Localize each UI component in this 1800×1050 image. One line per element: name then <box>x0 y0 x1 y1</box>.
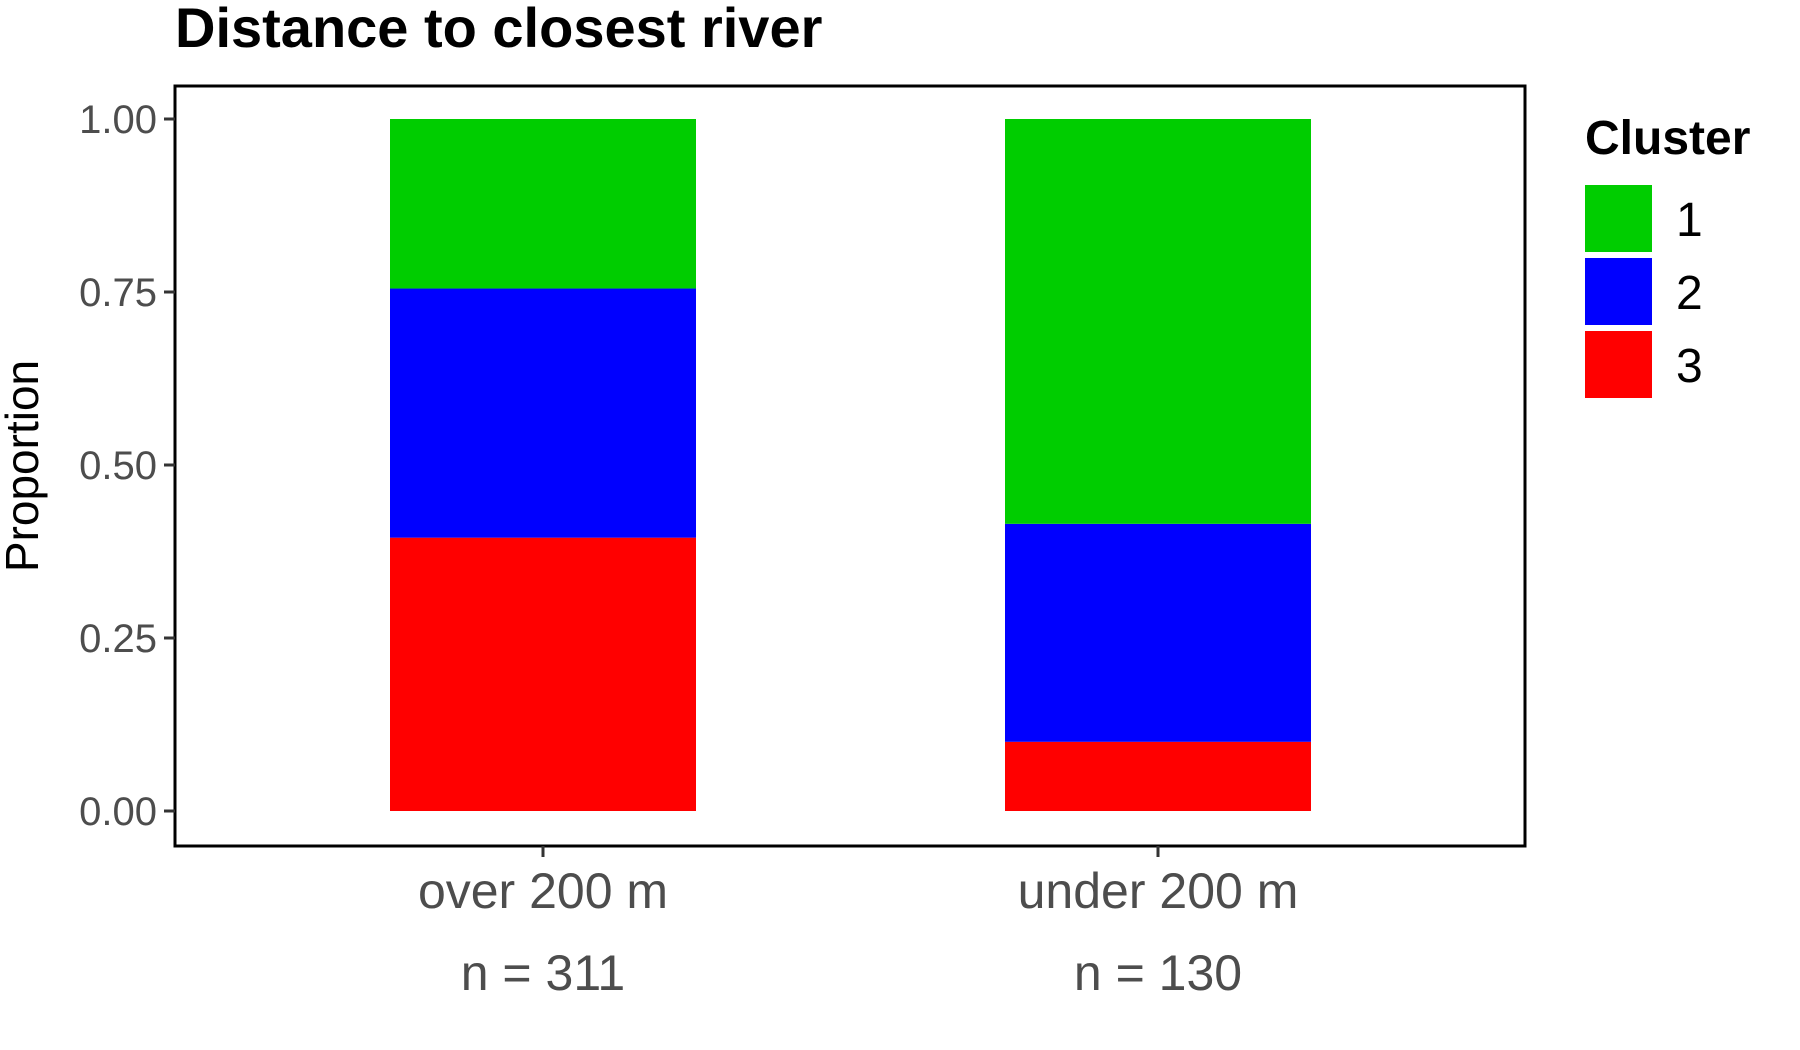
x-tick-label: under 200 m <box>1018 863 1299 919</box>
y-tick-label: 1.00 <box>79 98 157 142</box>
y-tick-label: 0.25 <box>79 617 157 661</box>
legend-label: 1 <box>1676 194 1703 247</box>
y-axis-title: Proportion <box>0 360 48 572</box>
plot-panel <box>173 84 1527 848</box>
legend-label: 3 <box>1676 340 1703 393</box>
bar-segment-cluster-3-1 <box>390 537 696 811</box>
x-count-label: n = 130 <box>1074 945 1242 1001</box>
legend: 1 2 3 <box>1585 185 1703 398</box>
bar-segment-cluster-3-2 <box>1005 741 1311 811</box>
y-tick-label: 0.50 <box>79 444 157 488</box>
legend-key-3 <box>1585 331 1652 398</box>
legend-key-1 <box>1585 185 1652 252</box>
bar-segment-cluster-2-1 <box>390 288 696 538</box>
x-axis: over 200 m n = 311 under 200 m n = 130 <box>418 846 1298 1001</box>
chart-title: Distance to closest river <box>175 0 822 59</box>
x-tick-label: over 200 m <box>418 863 668 919</box>
y-tick-label: 0.75 <box>79 271 157 315</box>
legend-label: 2 <box>1676 267 1703 320</box>
bars-group <box>390 119 1311 811</box>
y-axis: 0.00 0.25 0.50 0.75 1.00 <box>79 98 175 834</box>
legend-key-2 <box>1585 258 1652 325</box>
bar-segment-cluster-1-1 <box>390 119 696 289</box>
bar-segment-cluster-2-2 <box>1005 523 1311 742</box>
legend-title: Cluster <box>1585 112 1750 165</box>
bar-segment-cluster-1-2 <box>1005 119 1311 524</box>
x-count-label: n = 311 <box>461 945 626 1001</box>
y-tick-label: 0.00 <box>79 790 157 834</box>
